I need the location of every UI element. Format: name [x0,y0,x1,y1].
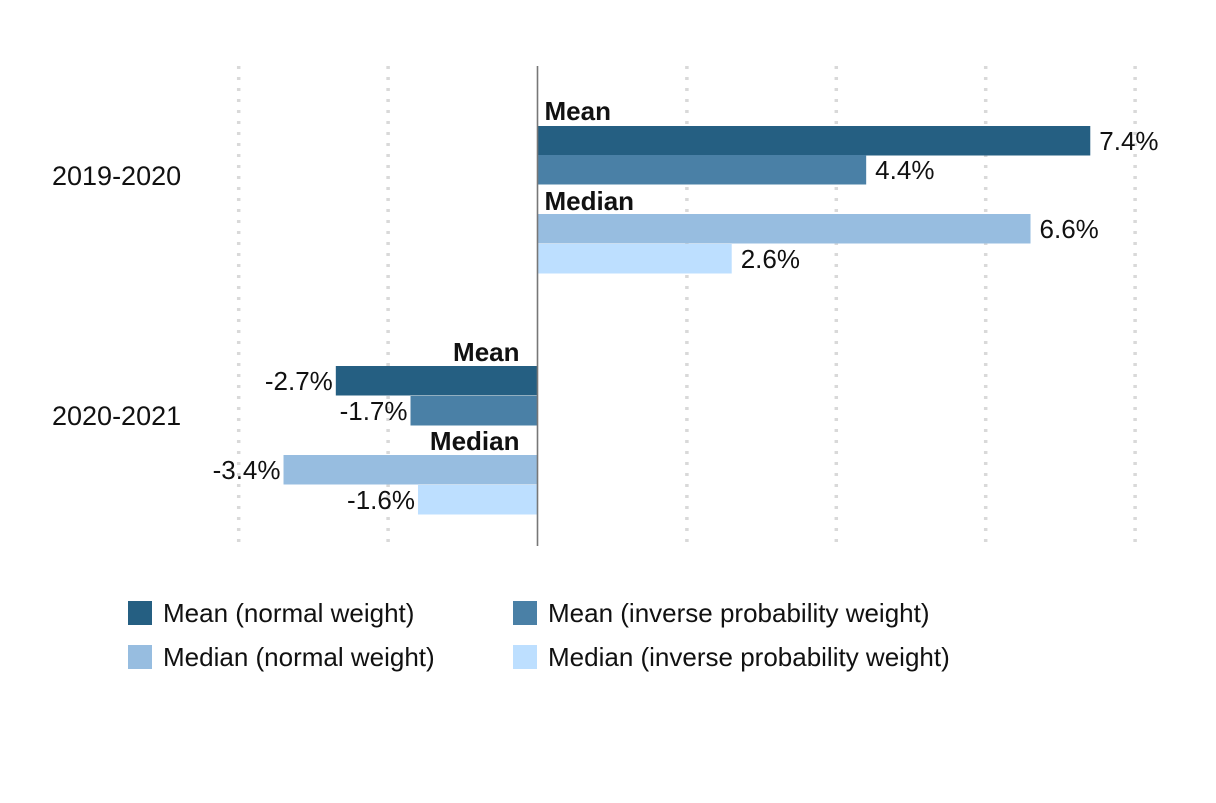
bar [537,214,1031,244]
legend-label: Median (inverse probability weight) [548,641,950,672]
category-label: 2019-2020 [52,161,181,191]
legend-swatch [513,601,537,625]
group-label: Mean [545,96,611,126]
legend-label: Mean (inverse probability weight) [548,597,930,628]
bar [335,366,538,396]
group-label: Median [430,426,520,456]
legend-item-mean-normal: Mean (normal weight) [128,597,513,628]
data-label: 4.4% [875,155,934,185]
bar [537,244,732,274]
data-label: -1.6% [347,485,415,515]
data-label: -1.7% [340,396,408,426]
legend-item-median-normal: Median (normal weight) [128,641,513,672]
data-label: 6.6% [1040,214,1099,244]
group-label: Mean [453,337,519,367]
data-label: -2.7% [265,366,333,396]
data-label: 7.4% [1099,126,1158,156]
bar [537,155,867,185]
legend: Mean (normal weight) Mean (inverse proba… [128,597,1073,672]
legend-swatch [128,601,152,625]
group-label: Median [545,186,635,216]
bar [537,126,1091,156]
bar [417,485,538,515]
bar [283,455,538,485]
legend-swatch [128,645,152,669]
legend-label: Mean (normal weight) [163,597,415,628]
category-label: 2020-2021 [52,401,181,431]
legend-label: Median (normal weight) [163,641,435,672]
data-label: 2.6% [741,244,800,274]
legend-item-median-ipw: Median (inverse probability weight) [513,641,1073,672]
data-label: -3.4% [213,455,281,485]
bar [410,396,538,426]
legend-swatch [513,645,537,669]
legend-item-mean-ipw: Mean (inverse probability weight) [513,597,1073,628]
